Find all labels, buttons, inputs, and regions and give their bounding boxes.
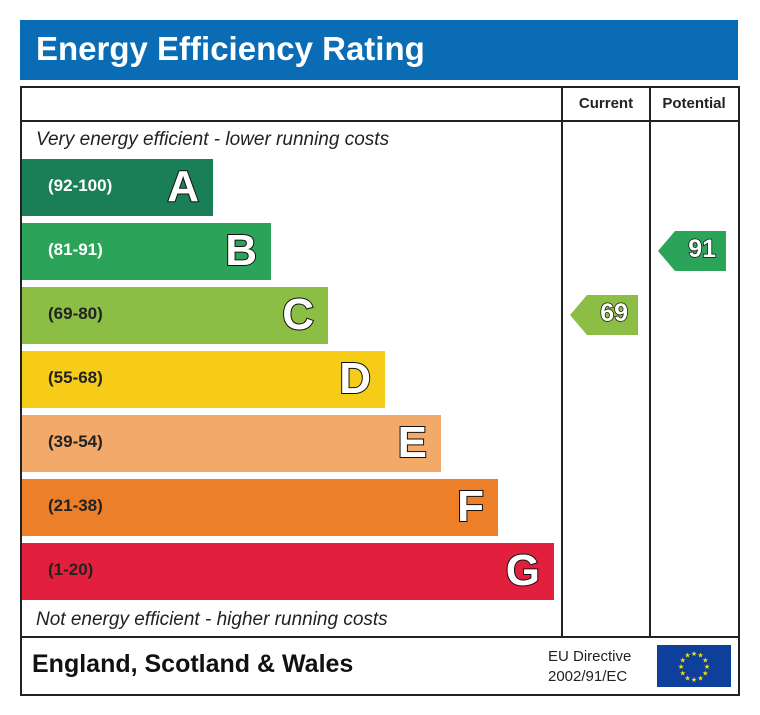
title-bar: Energy Efficiency Rating	[20, 20, 738, 80]
star-icon: ★	[691, 676, 697, 684]
band-range: (21-38)	[48, 496, 103, 515]
star-icon: ★	[684, 674, 690, 682]
potential-column-divider	[649, 86, 651, 638]
band-letter: C	[281, 289, 315, 340]
potential-column-header: Potential	[662, 95, 726, 112]
band-letter: D	[338, 353, 372, 404]
band-g: (1-20) G	[22, 543, 554, 600]
band-range: (55-68)	[48, 368, 103, 387]
directive-label: EU Directive	[548, 648, 632, 665]
rating-table	[20, 86, 740, 696]
star-icon: ★	[697, 674, 703, 682]
chart-title: Energy Efficiency Rating	[36, 30, 425, 67]
band-range: (39-54)	[48, 432, 103, 451]
bottom-caption: Not energy efficient - higher running co…	[36, 609, 388, 630]
top-caption: Very energy efficient - lower running co…	[36, 129, 390, 150]
potential-rating-arrow: 91	[658, 231, 726, 271]
band-letter: A	[166, 161, 200, 212]
band-letter: G	[505, 545, 541, 596]
band-range: (69-80)	[48, 304, 103, 323]
band-e: (39-54) E	[22, 415, 441, 472]
current-column-divider	[561, 86, 563, 638]
current-column-header: Current	[578, 95, 634, 112]
star-icon: ★	[691, 650, 697, 658]
star-icon: ★	[680, 657, 686, 665]
eu-flag-icon: ★ ★★★★★★★★★★★	[657, 645, 731, 687]
star-icon: ★	[684, 652, 690, 660]
star-icon: ★	[678, 663, 684, 671]
band-letter: F	[456, 481, 485, 532]
star-icon: ★	[697, 652, 703, 660]
star-icon: ★	[702, 670, 708, 678]
star-icon: ★	[704, 663, 710, 671]
band-range: (92-100)	[48, 176, 113, 195]
potential-rating-value: 91	[687, 234, 716, 264]
directive-number: 2002/91/EC	[548, 668, 628, 685]
region-label: England, Scotland & Wales	[32, 650, 354, 678]
header-divider	[20, 120, 738, 122]
band-f: (21-38) F	[22, 479, 498, 536]
band-a: (92-100) A	[22, 159, 213, 216]
band-range: (1-20)	[48, 560, 94, 579]
current-rating-value: 69	[599, 298, 628, 328]
band-d: (55-68) D	[22, 351, 385, 408]
band-letter: B	[224, 225, 258, 276]
band-letter: E	[397, 417, 428, 468]
footer-divider	[20, 636, 738, 638]
star-icon: ★	[680, 670, 686, 678]
band-c: (69-80) C	[22, 287, 328, 344]
star-icon: ★	[702, 657, 708, 665]
band-range: (81-91)	[48, 240, 103, 259]
band-b: (81-91) B	[22, 223, 271, 280]
